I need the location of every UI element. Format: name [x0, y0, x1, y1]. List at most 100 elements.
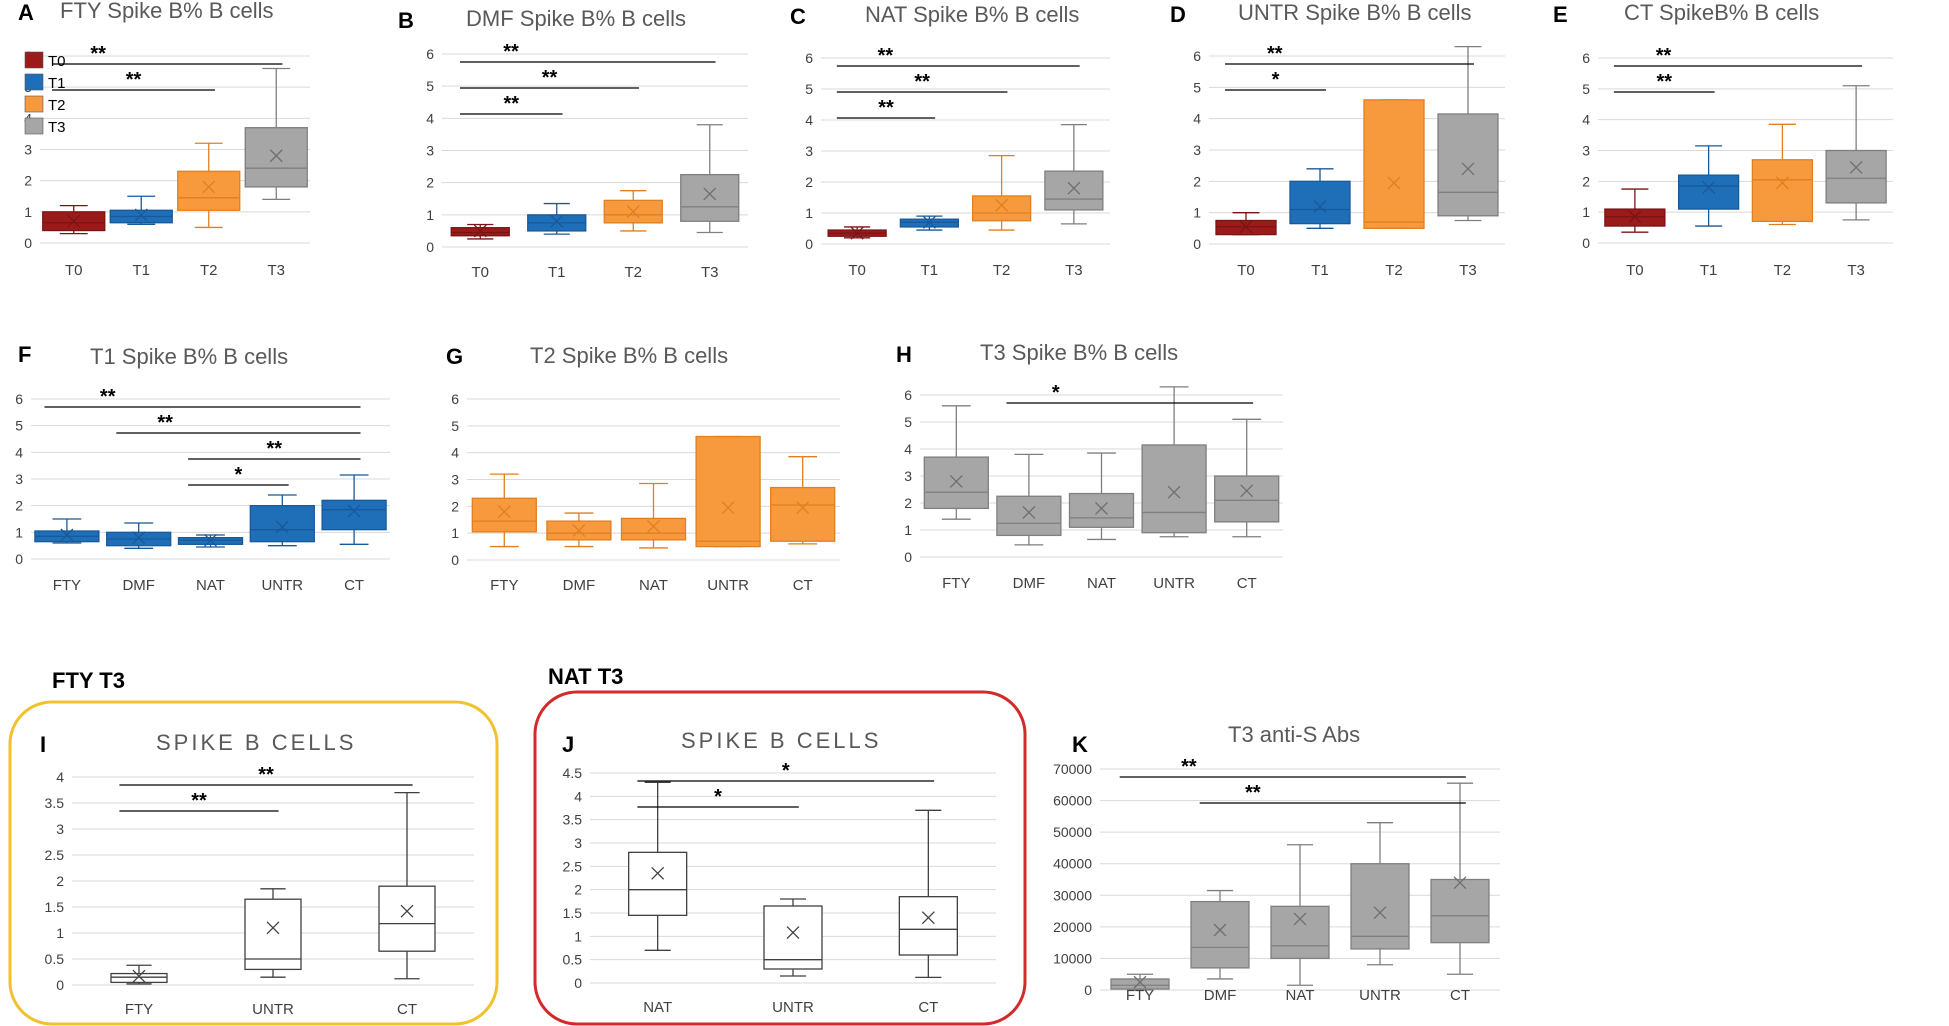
x-tick-label: T3 [1459, 262, 1477, 279]
y-tick-label: 30000 [1053, 887, 1092, 903]
y-tick-label: 5 [904, 414, 912, 430]
panel-i-frame [8, 700, 499, 1026]
legend-label: T0 [48, 53, 66, 70]
y-tick-label: 3 [426, 143, 434, 159]
panel-letter: C [790, 4, 806, 29]
mean-marker [1022, 505, 1036, 519]
iqr-box [695, 435, 761, 548]
mean-marker [1240, 484, 1254, 498]
x-tick-label: T1 [1311, 262, 1329, 279]
chart-title: NAT Spike B% B cells [865, 2, 1079, 27]
box-dmf [996, 453, 1062, 546]
legend-swatch [24, 51, 44, 69]
mean-marker [1849, 160, 1863, 174]
x-tick-label: T2 [624, 264, 642, 281]
panel-letter: F [18, 342, 31, 367]
x-tick-label: T1 [548, 264, 566, 281]
significance-label: * [235, 464, 243, 486]
box-dmf [106, 522, 172, 549]
mean-marker [1313, 199, 1327, 213]
panel-letter: H [896, 342, 912, 367]
iqr-box [680, 173, 740, 222]
box-ct [321, 474, 387, 545]
mean-marker [275, 520, 289, 534]
significance-label: ** [157, 412, 173, 434]
x-tick-label: UNTR [1359, 987, 1401, 1004]
mean-marker [497, 505, 511, 519]
y-tick-label: 6 [904, 387, 912, 403]
significance-label: ** [503, 93, 519, 115]
iqr-box [996, 495, 1062, 537]
y-tick-label: 0 [1193, 236, 1201, 252]
y-tick-label: 0 [574, 975, 582, 991]
panel-j-frame-label: NAT T3 [548, 664, 623, 689]
x-tick-label: UNTR [772, 999, 814, 1016]
legend-swatch [24, 73, 44, 91]
x-tick-label: T0 [1626, 262, 1644, 279]
mean-marker [572, 524, 586, 537]
box-t0 [42, 204, 106, 235]
box-fty [34, 518, 100, 544]
chart-title: SPIKE B CELLS [156, 730, 356, 755]
iqr-box [110, 972, 168, 984]
y-tick-label: 1 [1193, 205, 1201, 221]
y-tick-label: 2.5 [563, 858, 583, 874]
x-tick-label: UNTR [1153, 575, 1195, 592]
iqr-box [1044, 170, 1104, 211]
box-t0 [827, 226, 887, 240]
x-tick-label: DMF [563, 577, 596, 594]
mean-marker [550, 214, 564, 228]
y-tick-label: 1 [15, 524, 23, 540]
mean-marker [1133, 975, 1147, 989]
x-tick-label: T2 [1774, 262, 1792, 279]
y-tick-label: 1 [426, 207, 434, 223]
y-tick-label: 3 [574, 835, 582, 851]
y-tick-label: 60000 [1053, 793, 1092, 809]
box-ct [770, 456, 836, 545]
mean-marker [1095, 501, 1108, 515]
x-tick-label: NAT [639, 577, 668, 594]
box-nat [1068, 452, 1135, 541]
x-tick-label: T2 [1385, 262, 1403, 279]
panel-i-frame-label: FTY T3 [52, 668, 125, 693]
y-tick-label: 0 [1084, 982, 1092, 998]
iqr-box [1437, 113, 1499, 217]
x-tick-label: T0 [1237, 262, 1255, 279]
mean-marker [1067, 181, 1081, 195]
iqr-box [249, 505, 315, 543]
panel-letter: I [40, 732, 46, 757]
box-t2 [971, 154, 1032, 231]
box-ct [1214, 418, 1280, 538]
box-untr [1141, 386, 1207, 538]
mean-marker [347, 504, 361, 518]
x-tick-label: T1 [132, 262, 150, 279]
mean-marker [1628, 210, 1642, 224]
mean-marker [266, 921, 280, 935]
iqr-box [1190, 900, 1250, 969]
box-untr [695, 435, 761, 548]
legend: T0 T1 T2 T3 [24, 51, 66, 136]
box-fty [110, 964, 168, 985]
significance-label: ** [878, 45, 894, 67]
x-tick-label: FTY [942, 575, 970, 592]
box-t1 [1289, 168, 1351, 229]
mean-marker [1239, 220, 1253, 234]
iqr-box [923, 456, 989, 510]
x-tick-label: NAT [1286, 987, 1315, 1004]
mean-marker [204, 533, 217, 547]
x-tick-label: DMF [1204, 987, 1237, 1004]
chart-title: T3 anti-S Abs [1228, 722, 1360, 747]
mean-marker [1167, 485, 1181, 499]
y-tick-label: 4 [451, 445, 459, 461]
chart-title: UNTR Spike B% B cells [1238, 0, 1472, 25]
y-tick-label: 3 [1582, 143, 1590, 159]
mean-marker [1387, 176, 1401, 190]
y-tick-label: 1 [451, 525, 459, 541]
significance-label: ** [100, 386, 116, 408]
y-tick-label: 2 [1193, 173, 1201, 189]
significance-label: ** [878, 97, 894, 119]
iqr-box [1350, 863, 1410, 950]
y-tick-label: 2.5 [45, 847, 65, 863]
y-tick-label: 1 [1582, 204, 1590, 220]
legend-swatch [24, 95, 44, 113]
